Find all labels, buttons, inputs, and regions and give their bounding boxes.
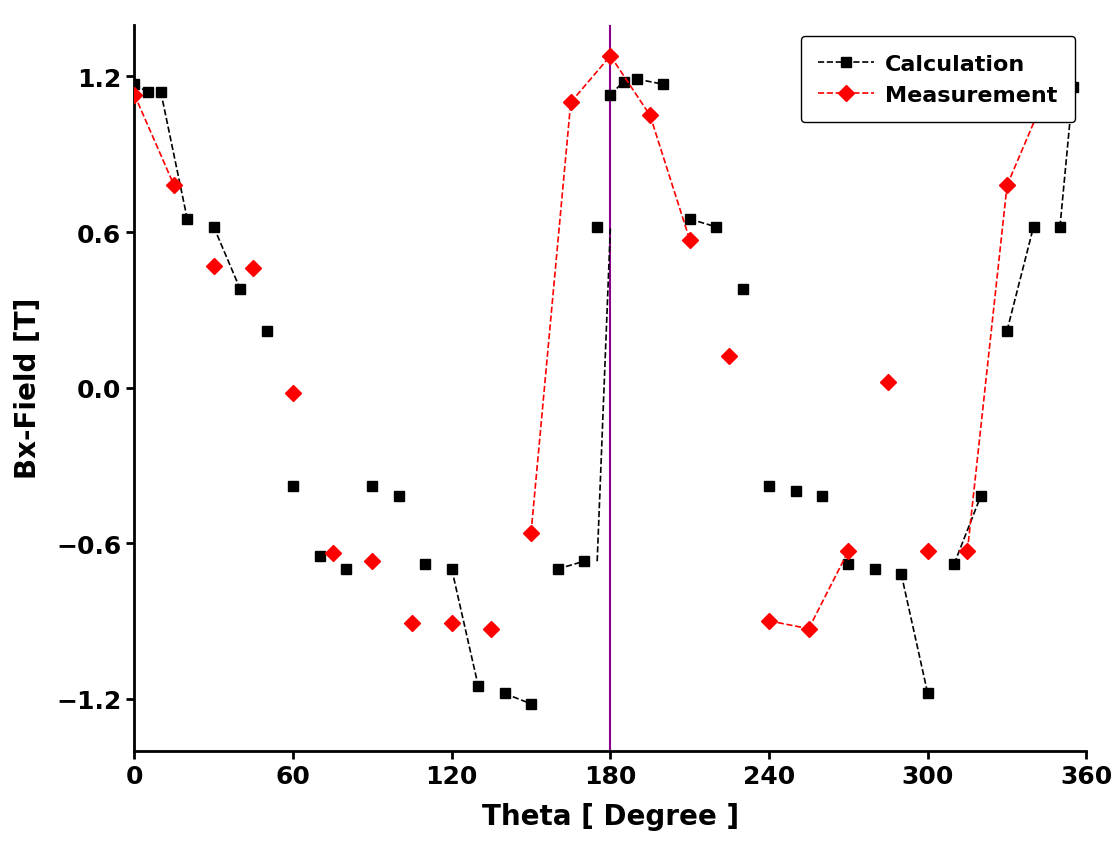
Legend: Calculation, Measurement: Calculation, Measurement bbox=[801, 37, 1075, 123]
Y-axis label: Bx-Field [T]: Bx-Field [T] bbox=[15, 298, 43, 479]
X-axis label: Theta [ Degree ]: Theta [ Degree ] bbox=[482, 802, 739, 830]
